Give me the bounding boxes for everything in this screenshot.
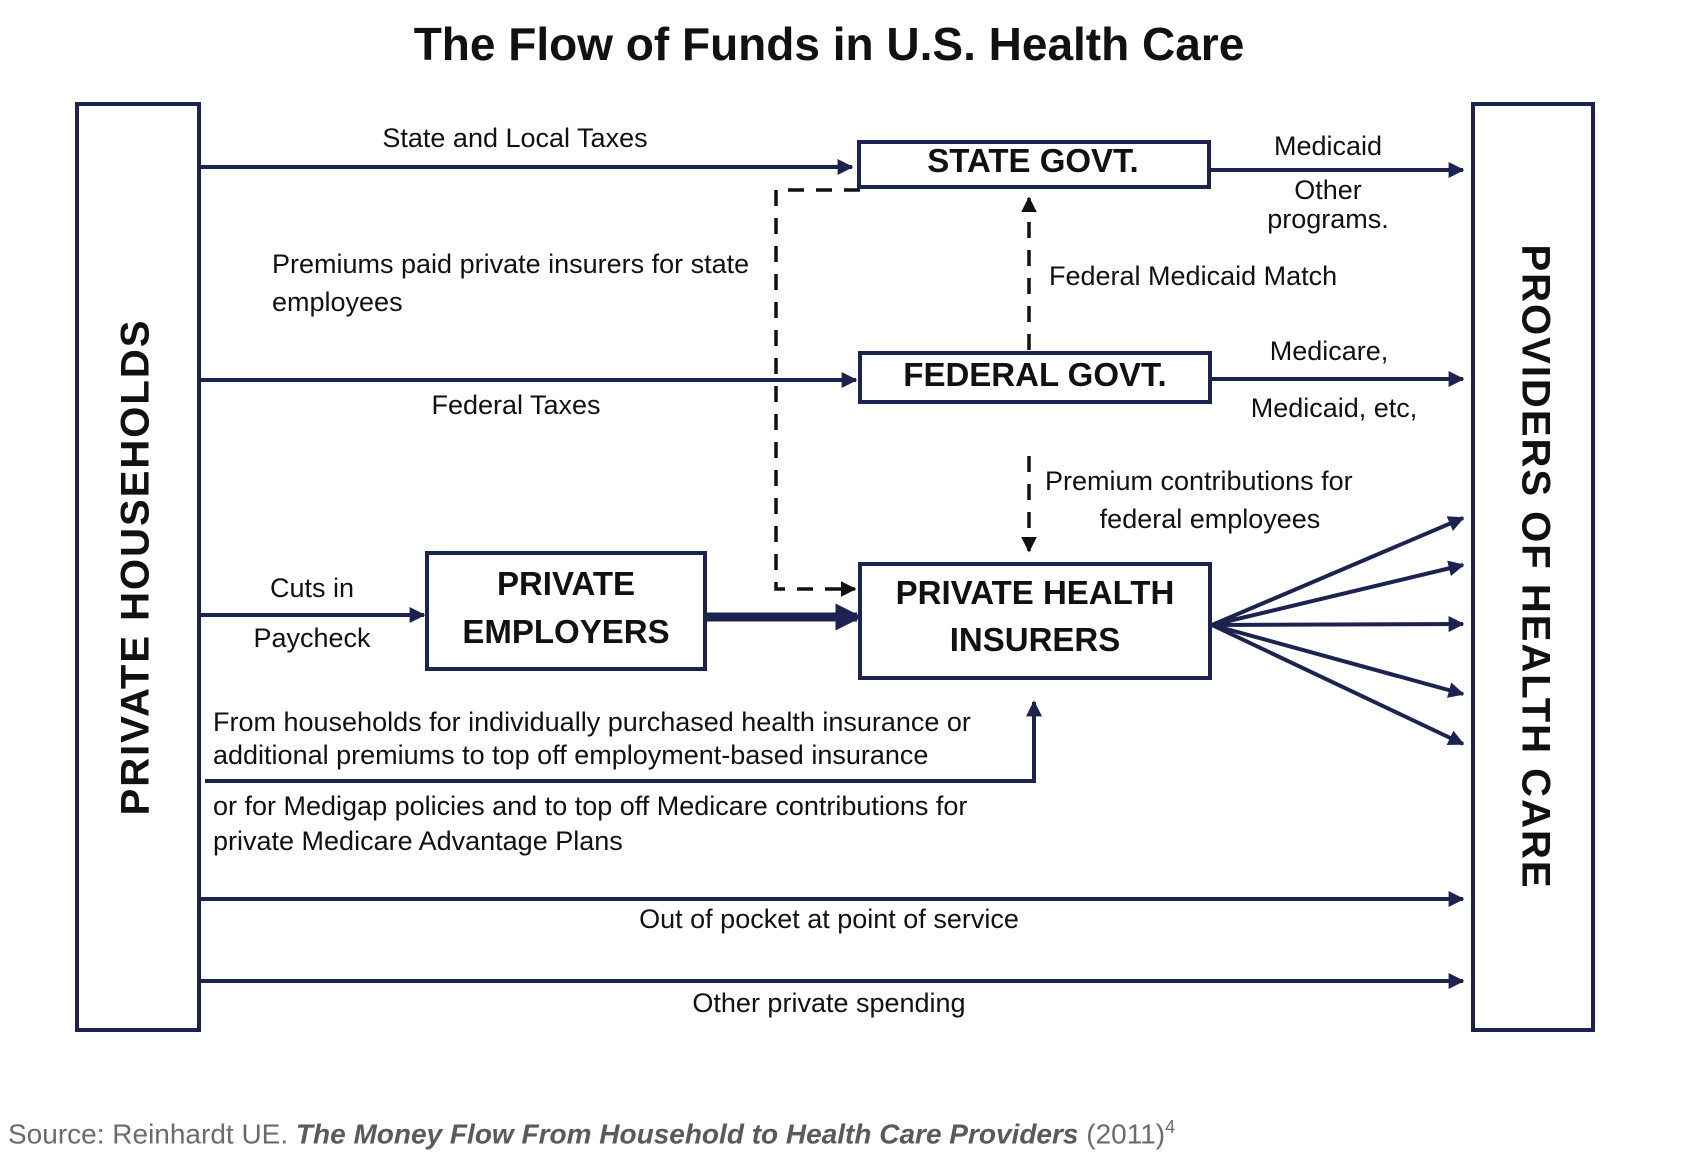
medicaid-label: Medicaid [1274, 131, 1382, 161]
providers-label: PROVIDERS OF HEALTH CARE [1513, 244, 1557, 889]
medicare-label: Medicare, [1270, 336, 1389, 366]
individual-insurance-label: or for Medigap policies and to top off M… [213, 791, 967, 821]
source-reference-number: 4 [1165, 1117, 1176, 1137]
source-citation: Source: Reinhardt UE. The Money Flow Fro… [8, 1117, 1175, 1150]
insurers-to-providers-arrow [1211, 623, 1465, 698]
federal-taxes-label: Federal Taxes [431, 390, 600, 420]
federal-govt-label: FEDERAL GOVT. [903, 356, 1166, 393]
source-year: (2011) [1078, 1118, 1166, 1150]
private-employers-box [425, 551, 707, 671]
federal-govt-box [858, 351, 1212, 404]
state-premiums-label: employees [272, 287, 403, 317]
paycheck-label: Cuts in [270, 573, 354, 603]
source-prefix: Source: Reinhardt UE. [8, 1118, 296, 1150]
state-premiums-label: Premiums paid private insurers for state [272, 249, 749, 279]
source-title: The Money Flow From Household to Health … [295, 1118, 1079, 1150]
paycheck-label: Paycheck [253, 623, 371, 653]
state-local-taxes-label: State and Local Taxes [382, 123, 647, 153]
state-premiums-dashed-arrow [774, 188, 860, 597]
private-employers-label: EMPLOYERS [462, 613, 669, 650]
private-households-box [75, 102, 201, 1032]
private-households-label: PRIVATE HOUSEHOLDS [114, 319, 158, 816]
private-health-insurers-label: PRIVATE HEALTH [896, 574, 1175, 611]
other-programs-label: programs. [1267, 204, 1389, 234]
federal-premiums-label: federal employees [1100, 504, 1321, 534]
private-employers-label: PRIVATE [497, 565, 635, 602]
federal-premiums-label: Premium contributions for [1045, 466, 1353, 496]
federal-medicaid-match-label: Federal Medicaid Match [1049, 261, 1337, 291]
medicare-label: Medicaid, etc, [1251, 393, 1418, 423]
individual-insurance-label: private Medicare Advantage Plans [213, 826, 623, 856]
insurers-to-providers-arrow [1211, 516, 1465, 627]
private-health-insurers-label: INSURERS [950, 621, 1121, 658]
providers-box [1471, 102, 1595, 1032]
insurers-to-providers-arrow [1211, 560, 1465, 627]
state-govt-box [857, 140, 1211, 189]
insurers-to-providers-arrow [1211, 623, 1465, 746]
individual-insurance-label: From households for individually purchas… [213, 707, 971, 737]
other-private-spending-label: Other private spending [692, 988, 965, 1018]
state-govt-label: STATE GOVT. [927, 142, 1138, 179]
individual-insurance-label: additional premiums to top off employmen… [213, 740, 928, 770]
out-of-pocket-label: Out of pocket at point of service [639, 904, 1019, 934]
private-health-insurers-box [858, 562, 1212, 680]
insurers-to-providers-arrow [1211, 616, 1465, 633]
individual-insurance-arrow [205, 700, 1042, 783]
diagram-title: The Flow of Funds in U.S. Health Care [414, 18, 1245, 70]
other-programs-label: Other [1294, 175, 1362, 205]
